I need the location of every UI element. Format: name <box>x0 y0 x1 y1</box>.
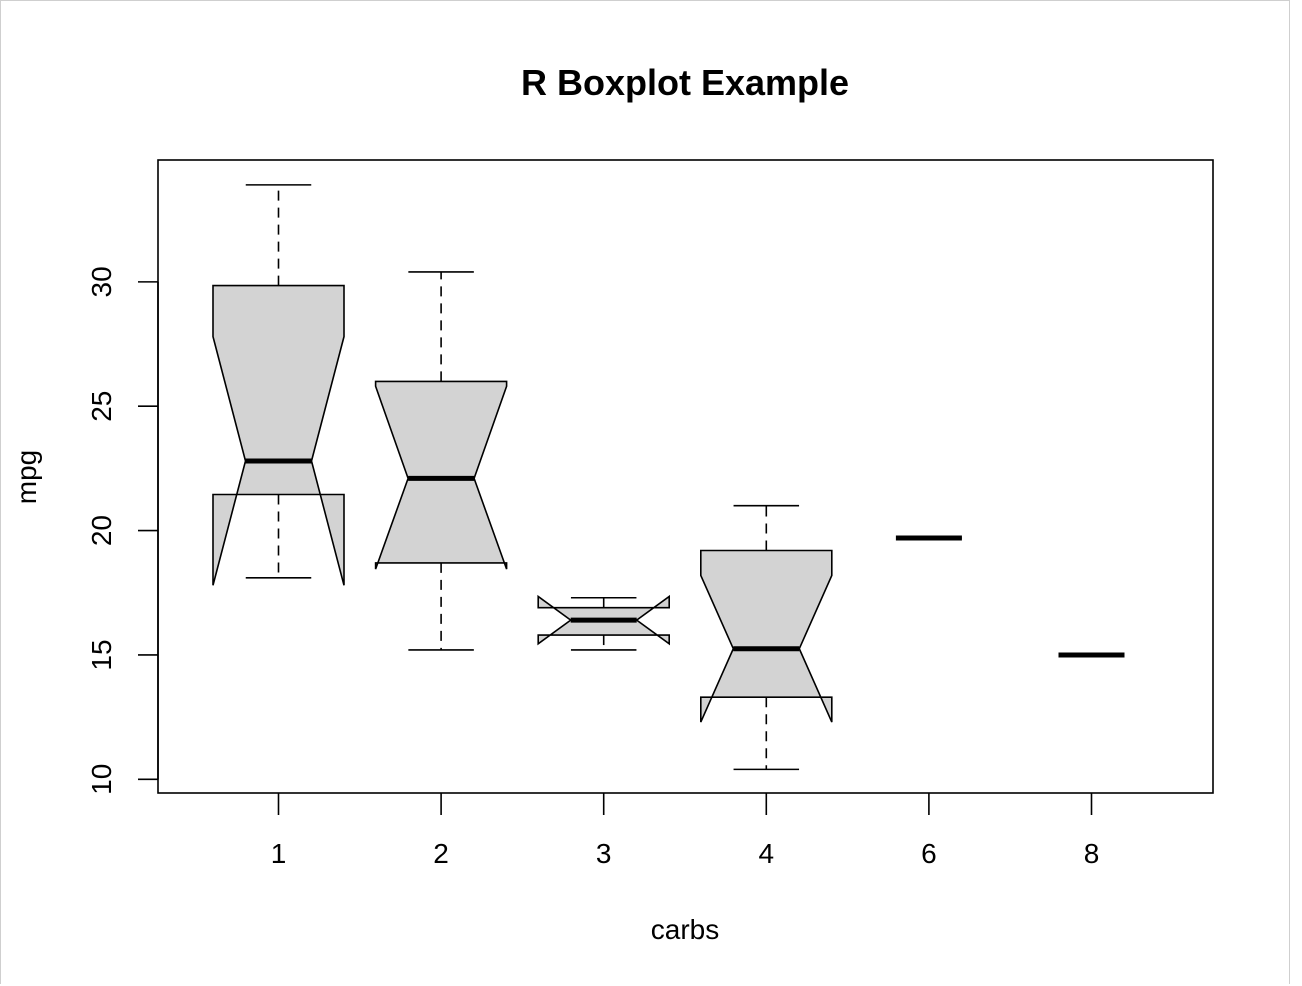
box-4 <box>699 504 833 771</box>
notched-box <box>212 284 345 586</box>
notched-box <box>699 549 833 723</box>
x-tick-label: 1 <box>271 838 287 869</box>
x-tick-label: 8 <box>1084 838 1100 869</box>
x-axis-label: carbs <box>651 914 719 945</box>
notched-box <box>374 380 508 570</box>
y-tick-label: 30 <box>86 266 117 297</box>
y-tick-label: 10 <box>86 764 117 795</box>
y-tick-label: 25 <box>86 391 117 422</box>
y-axis: 10 15 20 25 30 <box>86 266 159 795</box>
box-1 <box>212 184 345 586</box>
x-axis: 1 2 3 4 6 8 <box>271 793 1100 869</box>
chart-title: R Boxplot Example <box>521 62 849 103</box>
y-axis-label: mpg <box>11 450 42 504</box>
box-2 <box>374 271 508 651</box>
x-tick-label: 2 <box>433 838 449 869</box>
box-group <box>212 184 1125 771</box>
box-3 <box>537 594 671 651</box>
x-tick-label: 3 <box>596 838 612 869</box>
x-tick-label: 6 <box>921 838 937 869</box>
x-tick-label: 4 <box>759 838 775 869</box>
y-tick-label: 15 <box>86 639 117 670</box>
y-tick-label: 20 <box>86 515 117 546</box>
